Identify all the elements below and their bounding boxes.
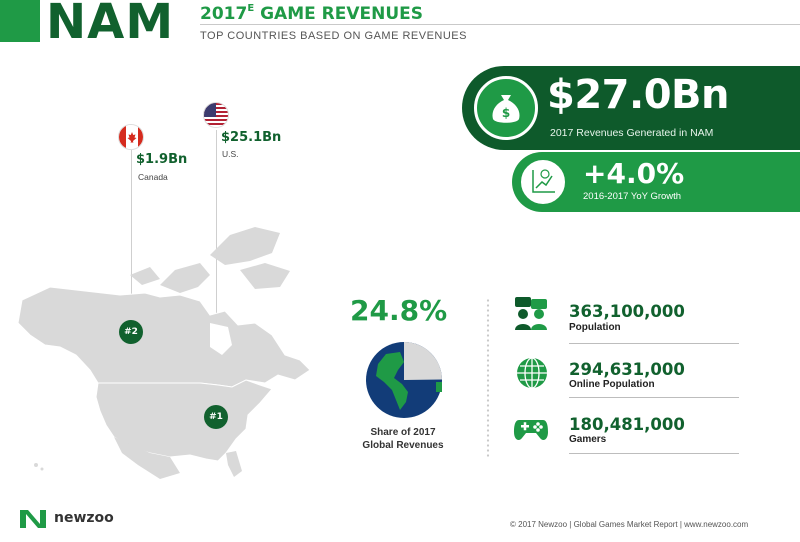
growth-value: +4.0% — [583, 157, 685, 190]
gamers-value: 180,481,000 — [569, 415, 685, 434]
map-mexico — [114, 437, 180, 479]
canada-label: Canada — [138, 172, 168, 182]
money-bag-icon: $ — [474, 76, 538, 140]
canada-revenue: $1.9Bn — [136, 152, 188, 167]
stat-divider — [569, 397, 739, 398]
map-hudson-bay — [210, 323, 232, 355]
header-divider — [200, 24, 800, 25]
map-canada-alaska — [17, 286, 311, 388]
population-label: Population — [569, 322, 621, 333]
online-population-label: Online Population — [569, 379, 655, 390]
gamepad-icon — [513, 412, 548, 446]
north-america-map — [17, 227, 311, 479]
pie-slice-nam — [404, 342, 442, 380]
global-share-pie — [366, 342, 442, 418]
map-florida — [226, 451, 242, 477]
gamers-label: Gamers — [569, 434, 607, 445]
brand-name: newzoo — [54, 510, 114, 526]
globe-icon — [515, 356, 549, 390]
title-estimate-mark: E — [247, 3, 255, 14]
online-population-value: 294,631,000 — [569, 360, 685, 379]
stat-divider — [569, 453, 739, 454]
usa-rank-badge: #1 — [204, 405, 228, 429]
total-revenue-label: 2017 Revenues Generated in NAM — [550, 127, 714, 139]
global-share-value: 24.8% — [350, 294, 448, 327]
svg-text:$: $ — [502, 106, 510, 120]
usa-revenue: $25.1Bn — [221, 130, 282, 145]
dotted-divider — [486, 298, 490, 458]
header-accent-bar — [0, 0, 40, 42]
canada-leader-line — [131, 150, 132, 325]
page-title: 2017E GAME REVENUES — [200, 3, 424, 24]
map-arctic-islands — [130, 227, 290, 293]
canada-rank-badge: #2 — [119, 320, 143, 344]
total-revenue-value: $27.0Bn — [547, 72, 730, 118]
usa-label: U.S. — [222, 149, 239, 159]
growth-chart-icon — [518, 157, 568, 207]
page-subtitle: TOP COUNTRIES BASED ON GAME REVENUES — [200, 30, 467, 42]
usa-flag-icon — [203, 102, 229, 128]
title-text: GAME REVENUES — [260, 4, 424, 24]
footer-credit: © 2017 Newzoo | Global Games Market Repo… — [510, 520, 749, 529]
globe-americas — [376, 352, 408, 410]
region-code: NAM — [46, 0, 175, 50]
global-share-label: Share of 2017 Global Revenues — [348, 426, 458, 452]
people-icon — [513, 296, 547, 330]
usa-leader-line — [216, 130, 217, 410]
global-share-label-line2: Global Revenues — [362, 440, 444, 451]
global-share-label-line1: Share of 2017 — [370, 427, 436, 438]
title-year: 2017 — [200, 4, 248, 24]
pie-slice-edge-accent — [436, 382, 442, 392]
growth-label: 2016-2017 YoY Growth — [583, 191, 682, 202]
newzoo-logo-icon — [20, 510, 46, 528]
canada-flag-icon — [118, 124, 144, 150]
stat-divider — [569, 343, 739, 344]
population-value: 363,100,000 — [569, 302, 685, 321]
